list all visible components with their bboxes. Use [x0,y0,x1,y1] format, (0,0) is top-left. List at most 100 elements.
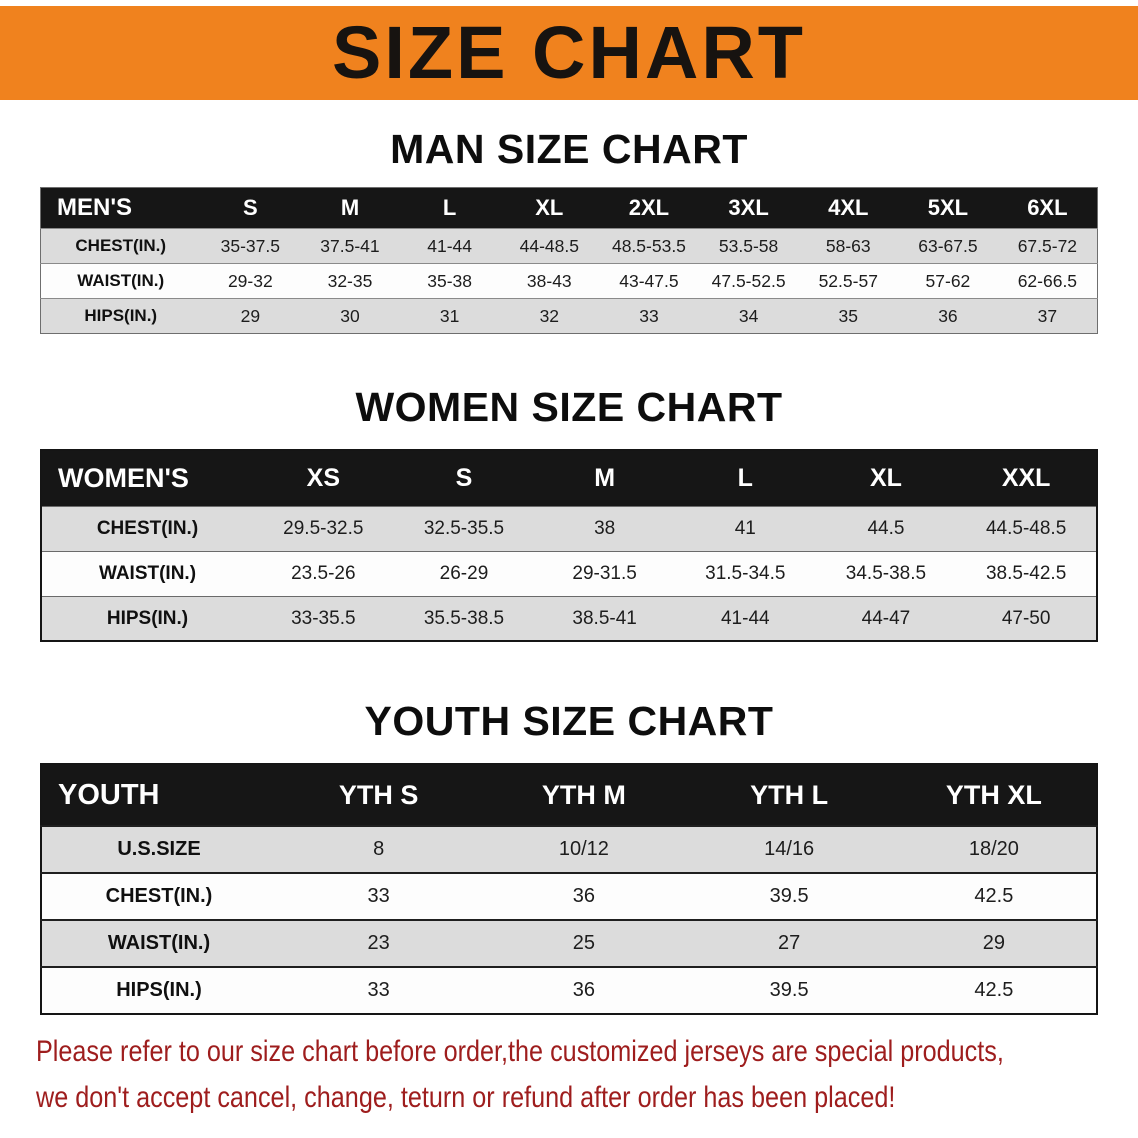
size-value-cell: 42.5 [974,979,1014,1002]
size-value-cell: 35 [838,305,858,326]
size-value-cell: 63-67.5 [918,235,978,256]
size-value-cell: 10/12 [558,838,609,861]
row-label: CHEST(IN.) [75,236,167,256]
size-value-cell: 38 [594,517,616,539]
size-column-header: M [300,187,400,229]
size-value-cell: 30 [340,305,360,326]
size-column-header: XL [499,187,600,229]
size-value-cell: 41-44 [427,235,473,256]
size-value-cell: 14/16 [764,838,815,861]
size-value-cell: 33 [367,979,390,1002]
size-value-cell: 47-50 [1001,607,1051,629]
size-value-cell: 33-35.5 [291,607,356,629]
size-value-cell: 29 [982,932,1005,955]
size-column-header: XS [253,450,394,507]
size-value-cell: 44.5 [867,517,905,539]
size-value-cell: 42.5 [974,885,1014,908]
size-column-header: S [200,187,301,229]
size-value-cell: 8 [373,838,385,861]
row-label: HIPS(IN.) [84,306,158,326]
table-row: CHEST(IN.) 35-37.5 37.5-41 41-44 44-48.5 48.5… [40,228,1098,264]
size-value-cell: 38.5-42.5 [985,562,1067,584]
row-label: U.S.SIZE [117,838,201,861]
size-column-header: 4XL [798,187,899,229]
size-value-cell: 32 [539,305,560,326]
size-value-cell: 52.5-57 [818,270,878,291]
size-value-cell: 34 [738,305,759,326]
size-column-header: XL [815,450,957,507]
size-value-cell: 36 [938,305,958,326]
notice-line-1: Please refer to our size chart before or… [36,1035,1004,1069]
size-value-cell: 39.5 [769,979,809,1002]
footer-notice: Please refer to our size chart before or… [0,1033,1138,1116]
size-value-cell: 35.5-38.5 [423,607,505,629]
size-value-cell: 18/20 [968,838,1019,861]
size-value-cell: 47.5-52.5 [711,270,786,291]
size-value-cell: 32.5-35.5 [423,517,505,539]
table-corner-label: YOUTH [41,764,276,827]
table-corner-label: MEN'S [40,187,201,229]
size-value-cell: 41-44 [720,607,770,629]
size-value-cell: 33 [367,885,390,908]
size-value-cell: 33 [639,305,659,326]
size-value-cell: 34.5-38.5 [845,562,927,584]
size-value-cell: 35-37.5 [220,235,280,256]
size-value-cell: 57-62 [925,270,971,291]
table-row: WAIST(IN.) 23 25 27 29 [41,920,1097,968]
row-label: WAIST(IN.) [98,562,197,584]
table-row: CHEST(IN.) 29.5-32.5 32.5-35.5 38 41 44.5 44.5… [41,506,1097,552]
men-size-table: MEN'S S M L XL 2XL 3XL 4XL 5XL 6XL CHEST(IN.) 35-37… [40,187,1098,335]
size-value-cell: 44-48.5 [519,235,579,256]
table-row: HIPS(IN.) 33-35.5 35.5-38.5 38.5-41 41-44 44-… [41,596,1097,642]
size-column-header: L [674,450,816,507]
size-value-cell: 36 [572,885,595,908]
men-size-section: MAN SIZE CHART MEN'S S M L XL 2XL 3XL 4XL 5XL 6XL… [0,126,1138,335]
size-column-header: YTH XL [891,764,1097,827]
notice-line-2: we don't accept cancel, change, teturn o… [36,1080,896,1114]
size-value-cell: 43-47.5 [619,270,679,291]
size-value-cell: 67.5-72 [1017,235,1078,256]
size-value-cell: 26-29 [439,562,489,584]
youth-size-table: YOUTH YTH S YTH M YTH L YTH XL U.S.SIZE 8 10/12… [40,763,1098,1016]
size-column-header: YTH S [276,764,482,827]
size-value-cell: 39.5 [769,885,809,908]
row-label: WAIST(IN.) [77,271,165,291]
size-value-cell: 23 [367,932,390,955]
size-value-cell: 29 [240,305,261,326]
size-column-header: 2XL [599,187,699,229]
youth-size-section: YOUTH SIZE CHART YOUTH YTH S YTH M YTH L YTH… [0,698,1138,1016]
row-label: HIPS(IN.) [116,979,202,1002]
women-size-section: WOMEN SIZE CHART WOMEN'S XS S M L XL XXL CHEST(… [0,384,1138,643]
row-label: WAIST(IN.) [107,932,211,955]
size-value-cell: 29.5-32.5 [283,517,364,539]
size-value-cell: 38.5-41 [572,607,637,629]
page-title: SIZE CHART [332,11,806,94]
size-column-header: M [534,450,675,507]
size-column-header: L [399,187,500,229]
size-column-header: 6XL [997,187,1098,229]
size-value-cell: 31 [439,305,460,326]
size-value-cell: 29-31.5 [572,562,637,584]
table-row: CHEST(IN.) 33 36 39.5 42.5 [41,873,1097,921]
table-row: WAIST(IN.) 29-32 32-35 35-38 38-43 43-47.5 47.… [40,263,1098,299]
size-value-cell: 23.5-26 [291,562,356,584]
size-value-cell: 44.5-48.5 [985,517,1067,539]
table-header-row: MEN'S S M L XL 2XL 3XL 4XL 5XL 6XL [40,187,1098,229]
size-value-cell: 37.5-41 [320,235,380,256]
size-column-header: S [393,450,535,507]
size-value-cell: 58-63 [825,235,871,256]
size-value-cell: 36 [572,979,595,1002]
size-value-cell: 53.5-58 [718,235,779,256]
table-corner-label: WOMEN'S [41,450,253,507]
women-size-table: WOMEN'S XS S M L XL XXL CHEST(IN.) 29.5-32.5 32.5… [40,449,1098,643]
table-row: WAIST(IN.) 23.5-26 26-29 29-31.5 31.5-34.5 34… [41,551,1097,597]
size-value-cell: 29-32 [227,270,273,291]
table-row: HIPS(IN.) 33 36 39.5 42.5 [41,967,1097,1015]
table-header-row: WOMEN'S XS S M L XL XXL [41,450,1097,507]
size-value-cell: 25 [572,932,595,955]
men-section-title: MAN SIZE CHART [390,126,748,172]
table-header-row: YOUTH YTH S YTH M YTH L YTH XL [41,764,1097,827]
row-label: CHEST(IN.) [105,885,213,908]
table-row: HIPS(IN.) 29 30 31 32 33 34 35 36 37 [40,298,1098,334]
size-value-cell: 31.5-34.5 [705,562,786,584]
